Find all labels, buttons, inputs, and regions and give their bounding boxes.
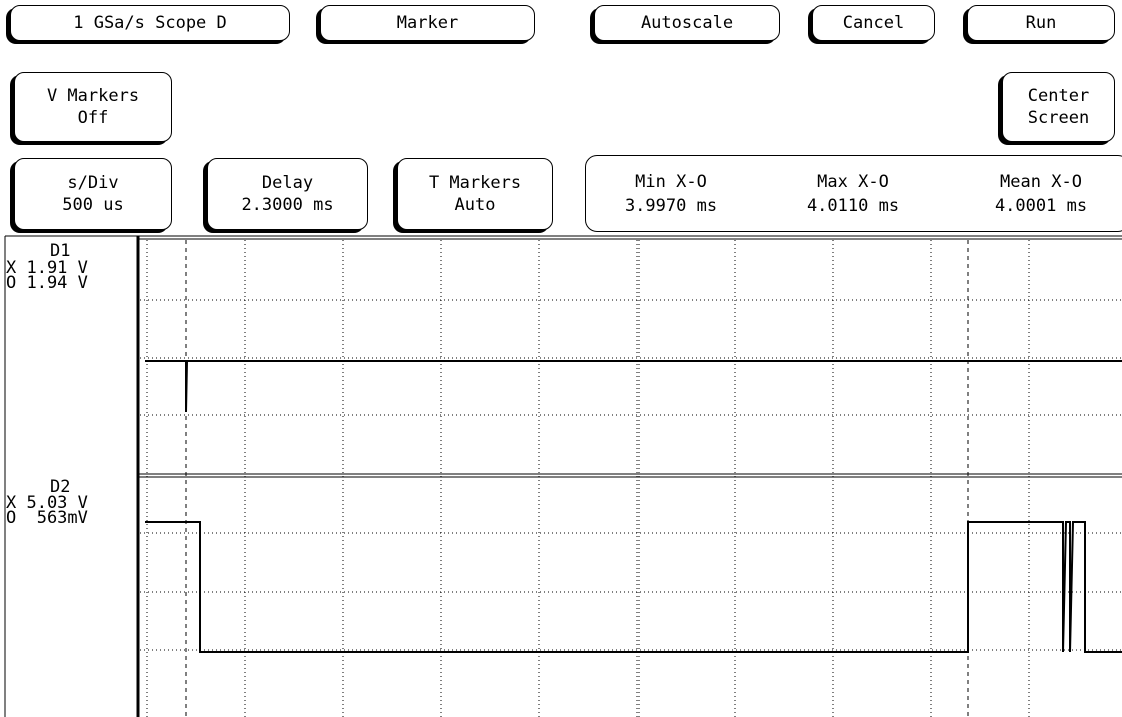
- scope-button[interactable]: 1 GSa/s Scope D: [10, 5, 290, 41]
- measurement-value: 4.0001 ms: [994, 196, 1088, 216]
- measurement: Mean X-O 4.0001 ms: [956, 170, 1122, 218]
- channel-o: O 1.94 V: [6, 273, 88, 293]
- measurement: Max X-O 4.0110 ms: [768, 170, 938, 218]
- button-value: Auto: [454, 195, 496, 215]
- grid: [140, 240, 1122, 717]
- button-label: V Markers: [46, 86, 140, 106]
- channel-o: O 563mV: [6, 508, 88, 528]
- button-label: s/Div: [67, 173, 119, 193]
- t-markers-button[interactable]: T Markers Auto: [397, 158, 553, 230]
- delay-button[interactable]: Delay 2.3000 ms: [207, 158, 368, 230]
- time-markers: [185, 240, 969, 717]
- frame: [4, 235, 1122, 717]
- measurement-value: 3.9970 ms: [624, 196, 718, 216]
- v-markers-button[interactable]: V Markers Off: [14, 72, 172, 142]
- marker-button[interactable]: Marker: [320, 5, 535, 41]
- measurement-label: Mean X-O: [1000, 172, 1082, 192]
- channel-name: D2: [50, 477, 70, 497]
- button-label: Marker: [396, 13, 459, 33]
- button-label: Autoscale: [640, 13, 734, 33]
- measurement-value: 4.0110 ms: [806, 196, 900, 216]
- waveforms: [145, 360, 1122, 653]
- button-value: 2.3000 ms: [241, 195, 334, 215]
- center-screen-button[interactable]: Center Screen: [1002, 72, 1115, 142]
- measurement: Min X-O 3.9970 ms: [586, 170, 756, 218]
- button-label: T Markers: [428, 173, 522, 193]
- measurement-panel: Min X-O 3.9970 ms Max X-O 4.0110 ms Mean X…: [585, 155, 1122, 232]
- channel-name: D1: [50, 241, 70, 261]
- d1-trace: [145, 360, 1122, 413]
- cancel-button[interactable]: Cancel: [812, 5, 935, 41]
- button-label: 1 GSa/s Scope D: [73, 13, 227, 33]
- channel-x: X 1.91 V: [6, 258, 88, 278]
- button-label: Run: [1025, 13, 1057, 33]
- channel-x: X 5.03 V: [6, 493, 88, 513]
- button-label: Cancel: [842, 13, 905, 33]
- button-value: 500 us: [62, 195, 124, 215]
- d2-trace: [145, 521, 1122, 653]
- button-label: Center: [1027, 86, 1090, 106]
- button-value: Off: [77, 108, 109, 128]
- autoscale-button[interactable]: Autoscale: [594, 5, 780, 41]
- button-label: Screen: [1027, 108, 1090, 128]
- measurement-label: Max X-O: [817, 172, 889, 192]
- run-button[interactable]: Run: [967, 5, 1115, 41]
- s-div-button[interactable]: s/Div 500 us: [14, 158, 172, 230]
- measurement-label: Min X-O: [635, 172, 707, 192]
- button-label: Delay: [261, 173, 314, 193]
